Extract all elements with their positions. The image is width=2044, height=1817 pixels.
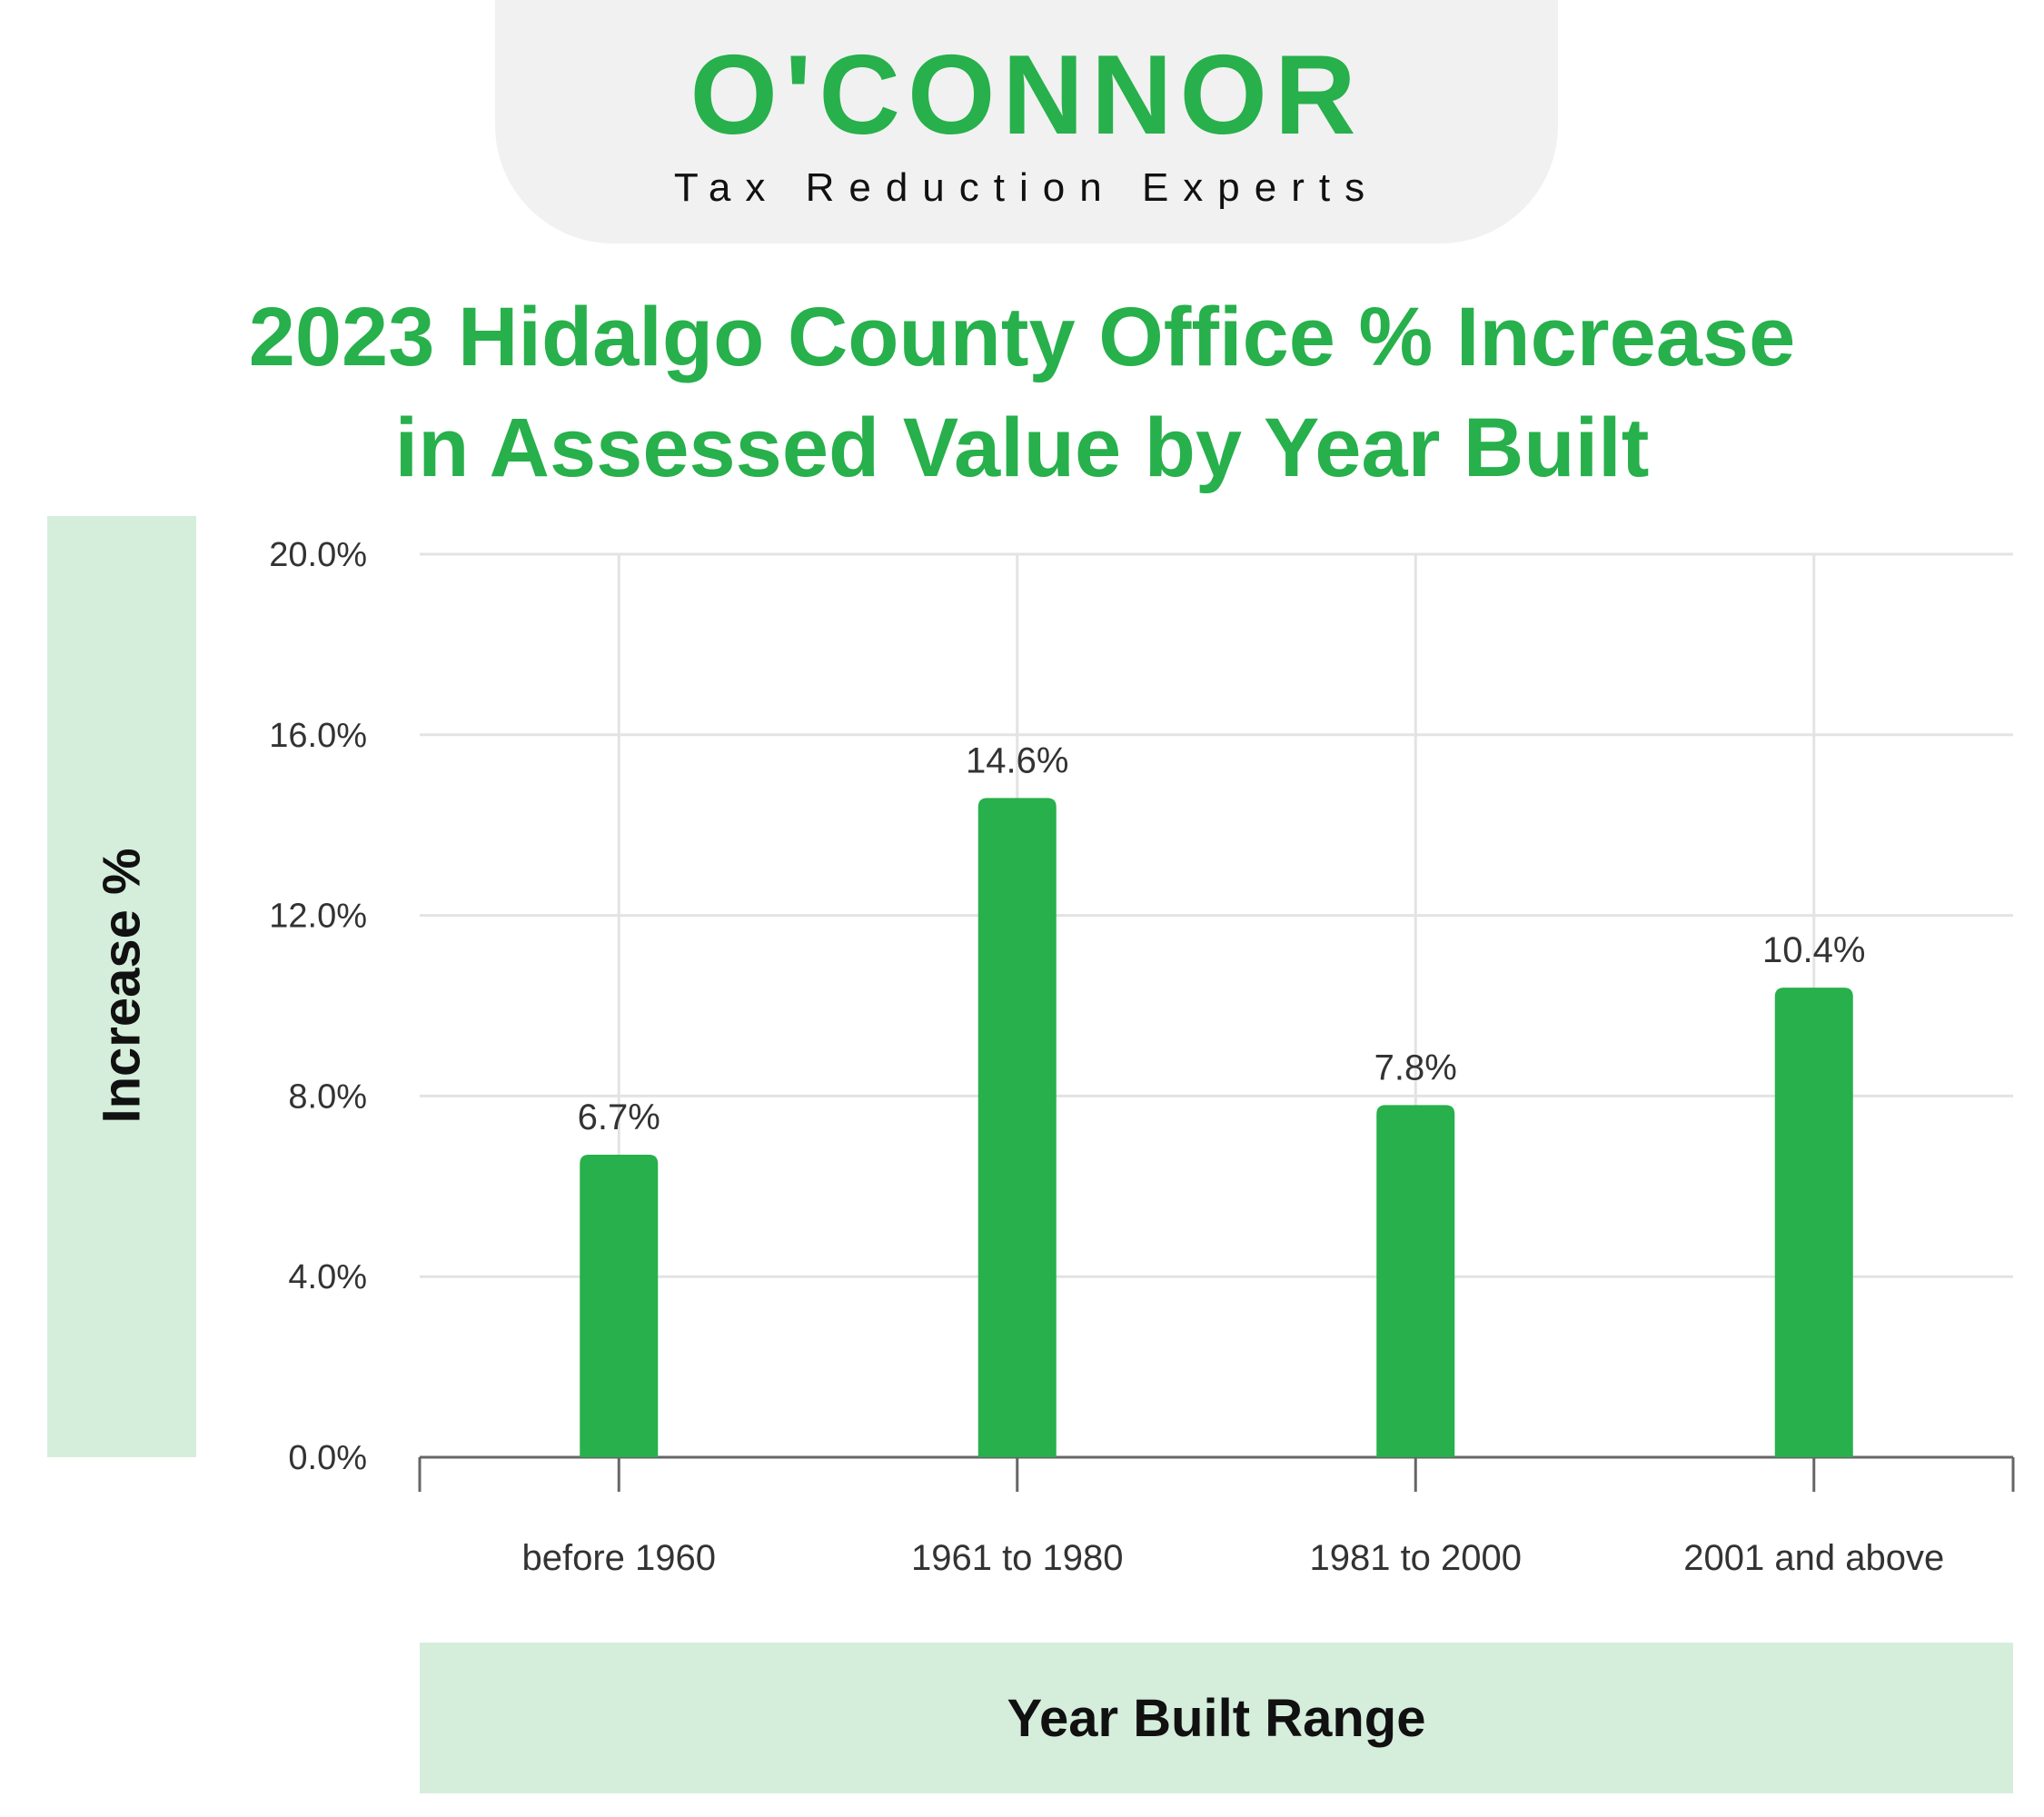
- chart-title: 2023 Hidalgo County Office % Increase in…: [0, 282, 2044, 503]
- y-tick-label: 0.0%: [288, 1439, 367, 1477]
- logo-banner: [495, 0, 1558, 243]
- bar: [977, 798, 1057, 1457]
- logo-wordmark: O'CONNOR: [690, 33, 1364, 158]
- x-axis-label: Year Built Range: [1007, 1688, 1426, 1748]
- y-tick-label: 4.0%: [288, 1258, 367, 1296]
- y-tick-label: 20.0%: [269, 536, 367, 574]
- y-tick-label: 8.0%: [288, 1077, 367, 1116]
- logo: O'CONNOR Tax Reduction Experts: [636, 36, 1417, 211]
- bar-value-label: 10.4%: [1762, 930, 1865, 970]
- x-tick-label: 2001 and above: [1683, 1538, 1944, 1578]
- bar: [580, 1155, 659, 1457]
- x-tick-label: 1981 to 2000: [1309, 1538, 1522, 1578]
- y-tick-label: 12.0%: [269, 898, 367, 936]
- bar: [1376, 1105, 1455, 1457]
- bar-value-label: 14.6%: [966, 740, 1068, 780]
- bar-value-label: 6.7%: [578, 1097, 660, 1137]
- y-tick-label: 16.0%: [269, 717, 367, 755]
- bar-value-label: 7.8%: [1374, 1048, 1457, 1087]
- x-tick-label: before 1960: [521, 1538, 716, 1578]
- chart-title-line-2: in Assessed Value by Year Built: [394, 402, 1650, 494]
- chart-title-line-1: 2023 Hidalgo County Office % Increase: [248, 291, 1796, 383]
- x-axis-label-panel: Year Built Range: [420, 1643, 2013, 1793]
- x-tick-label: 1961 to 1980: [911, 1538, 1124, 1578]
- logo-tagline: Tax Reduction Experts: [673, 165, 1380, 210]
- y-axis-label-panel: [47, 516, 196, 1457]
- bar: [1774, 988, 1853, 1457]
